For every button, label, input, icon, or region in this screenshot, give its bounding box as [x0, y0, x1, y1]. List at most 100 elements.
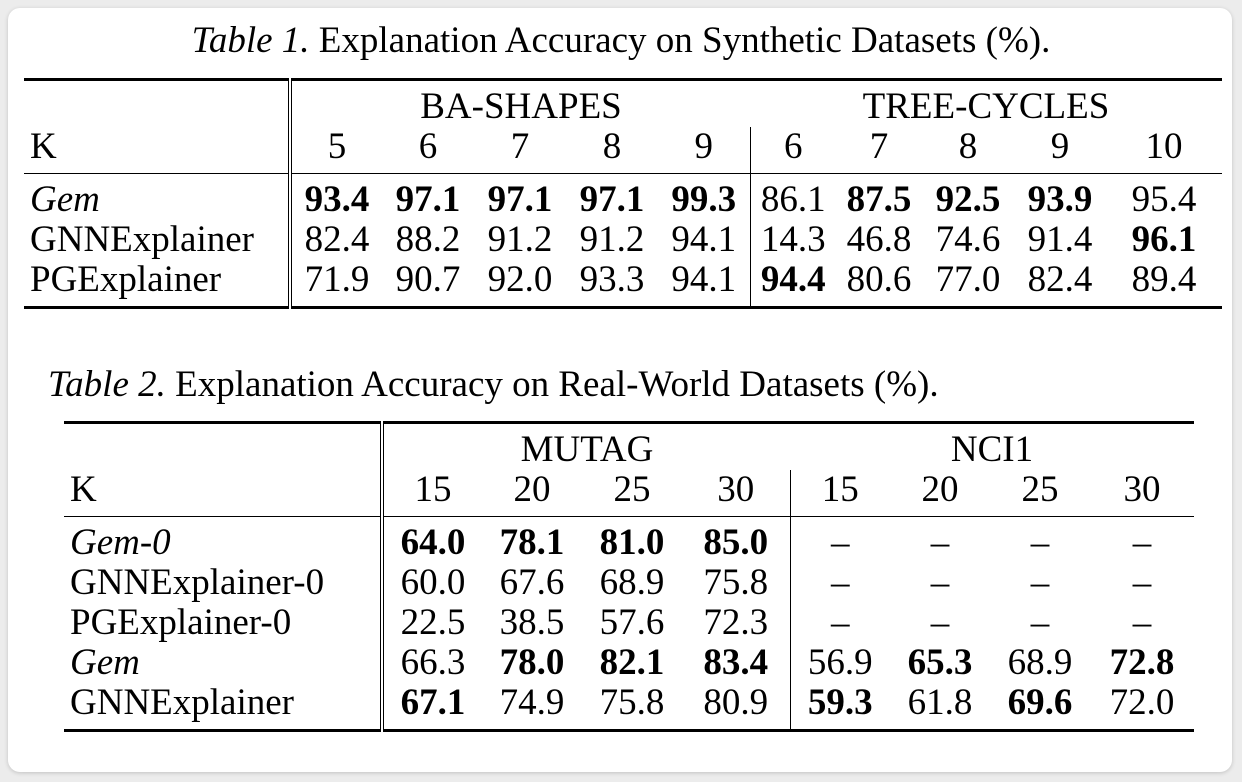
t1-data-row: PGExplainer 71.9 90.7 92.0 93.3 94.1 94.4 80.6 7…: [24, 260, 1222, 309]
t2-value-cell: 57.6: [599, 602, 665, 643]
t2-value-cell: 68.9: [1007, 642, 1073, 683]
t1-value-cell: 93.9: [1014, 173, 1106, 220]
t1-value-cell: 71.9: [288, 260, 382, 309]
t2-value-cell: –: [789, 603, 890, 643]
t1-k-value: 7: [869, 126, 889, 167]
t1-value-cell: 93.4: [288, 173, 382, 220]
t1-value-cell: 96.1: [1131, 219, 1197, 260]
t2-k-value: 30: [717, 469, 755, 510]
t1-group-header: TREE-CYCLES: [750, 78, 1222, 127]
t1-value-cell: 97.1: [566, 173, 658, 220]
t1-corner-cell: [24, 78, 290, 127]
t2-method-name: PGExplainer-0: [70, 602, 292, 643]
t1-data-row: GNNExplainer 82.4 88.2 91.2 91.2 94.1 14.3 46.8…: [24, 220, 1222, 260]
t1-k-row: K 5 6 7 8 9 6 7 8 9 10: [24, 127, 1222, 174]
table-2-caption: Table 2. Explanation Accuracy on Real-Wo…: [48, 366, 939, 403]
t1-value-cell: 94.1: [671, 219, 737, 260]
t2-k-label: K: [70, 469, 97, 510]
t1-value-cell: 90.7: [382, 260, 474, 309]
t1-k-value: 8: [958, 126, 978, 167]
t1-value-cell: 80.6: [836, 260, 922, 309]
t1-value-cell: 94.1: [658, 260, 750, 309]
t1-value-cell: 97.1: [382, 173, 474, 220]
t1-value-cell: 99.3: [658, 173, 750, 220]
t2-value-cell: 78.1: [482, 516, 582, 563]
t2-method-name: Gem: [70, 642, 140, 683]
t2-value-cell: 38.5: [499, 602, 565, 643]
t2-value-cell: –: [1090, 516, 1194, 563]
t1-value-cell: 95.4: [1106, 173, 1222, 220]
t2-value-cell: –: [1132, 602, 1152, 643]
t2-value-cell: 60.0: [380, 563, 482, 603]
t2-value-cell: 56.9: [789, 643, 890, 683]
t1-value-cell: 86.1: [749, 173, 836, 220]
t1-value-cell: 92.0: [474, 260, 566, 309]
t2-value-cell: –: [990, 516, 1090, 563]
t2-k-value: 20: [921, 469, 959, 510]
t1-value-cell: 91.2: [487, 219, 553, 260]
t2-data-row: GNNExplainer 67.1 74.9 75.8 80.9 59.3 61.8 69.6…: [64, 683, 1194, 732]
t1-value-cell: 92.5: [922, 173, 1014, 220]
t1-method-name: Gem: [24, 173, 290, 220]
t2-value-cell: 72.8: [1109, 642, 1175, 683]
t2-group-header: MUTAG: [380, 421, 790, 470]
t1-k-value: 9: [1050, 126, 1070, 167]
t2-k-value: 20: [513, 469, 551, 510]
table-2-caption-label: Table 2.: [48, 364, 166, 405]
t1-value-cell: 88.2: [395, 219, 461, 260]
t2-value-cell: 67.6: [499, 562, 565, 603]
t2-value-cell: 68.9: [599, 562, 665, 603]
t2-method-name: GNNExplainer-0: [70, 562, 325, 603]
t2-value-cell: –: [1030, 562, 1050, 603]
t1-method-name: GNNExplainer: [30, 219, 254, 260]
t1-value-cell: 77.0: [922, 260, 1014, 309]
t2-value-cell: 75.8: [703, 562, 769, 603]
table-card: [8, 8, 1232, 772]
t1-value-cell: 97.1: [474, 173, 566, 220]
t2-k-value: 30: [1123, 469, 1161, 510]
t2-value-cell: 22.5: [380, 603, 482, 643]
t2-value-cell: –: [930, 602, 950, 643]
t2-corner-cell: [64, 421, 382, 470]
t2-value-cell: 85.0: [682, 516, 790, 563]
table-1-caption-text: Explanation Accuracy on Synthetic Datase…: [309, 20, 1051, 61]
t2-method-name: GNNExplainer: [64, 683, 382, 732]
t1-value-cell: 89.4: [1106, 260, 1222, 309]
t1-value-cell: 82.4: [1014, 260, 1106, 309]
t1-value-cell: 87.5: [836, 173, 922, 220]
t1-value-cell: 46.8: [846, 219, 912, 260]
table-1-caption: Table 1. Explanation Accuracy on Synthet…: [0, 22, 1242, 59]
t2-k-value: 25: [613, 469, 651, 510]
t1-value-cell: 91.2: [579, 219, 645, 260]
t2-k-row: K 15 20 25 30 15 20 25 30: [64, 470, 1194, 517]
t2-value-cell: 72.0: [1090, 683, 1194, 732]
t2-value-cell: 66.3: [380, 643, 482, 683]
t1-value-cell: 82.4: [288, 220, 382, 260]
t1-value-cell: 94.4: [749, 260, 836, 309]
t1-method-name: PGExplainer: [24, 260, 290, 309]
t2-data-row: Gem-0 64.0 78.1 81.0 85.0– – – –: [64, 516, 1194, 563]
t2-group-header-row: MUTAG NCI1: [64, 421, 1194, 470]
t2-value-cell: –: [789, 516, 890, 563]
t2-value-cell: –: [1132, 562, 1152, 603]
t2-value-cell: 81.0: [582, 516, 682, 563]
t2-group-header: NCI1: [790, 421, 1194, 470]
t2-value-cell: 65.3: [907, 642, 973, 683]
t2-method-name: Gem-0: [64, 516, 382, 563]
t1-k-label: K: [30, 126, 57, 167]
t1-value-cell: 91.4: [1027, 219, 1093, 260]
t2-value-cell: 64.0: [380, 516, 482, 563]
t1-data-row: Gem 93.4 97.1 97.1 97.1 99.3 86.1 87.5 92.5 93.9 9…: [24, 173, 1222, 220]
table-2: MUTAG NCI1 K 15 20 25 30 15 20 25 30 Gem-0 64.0 78.1 8…: [64, 421, 1194, 732]
t2-k-value: 15: [789, 470, 890, 517]
t2-value-cell: –: [930, 562, 950, 603]
table-1: BA-SHAPES TREE-CYCLES K 5 6 7 8 9 6 7 8 9 10 Gem 93.4 9…: [24, 78, 1222, 309]
t1-value-cell: 14.3: [749, 220, 836, 260]
t2-k-value: 15: [380, 470, 482, 517]
t2-value-cell: –: [890, 516, 990, 563]
table-2-caption-text: Explanation Accuracy on Real-World Datas…: [165, 364, 939, 405]
t1-k-value: 6: [418, 126, 438, 167]
t2-value-cell: 80.9: [682, 683, 790, 732]
t2-value-cell: 83.4: [703, 642, 769, 683]
t1-k-value: 5: [288, 127, 382, 174]
